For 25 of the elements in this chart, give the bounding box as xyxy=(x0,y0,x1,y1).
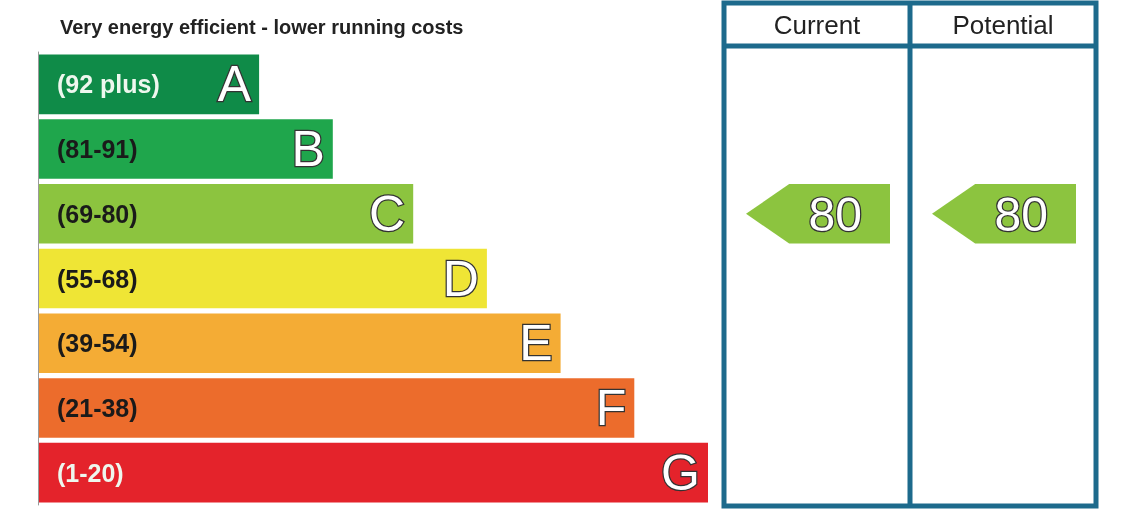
chart-title: Very energy efficient - lower running costs xyxy=(60,16,464,38)
annotation: C xyxy=(369,185,406,242)
y-tick-label: (39-54) xyxy=(57,329,138,358)
y-tick-label: (69-80) xyxy=(57,199,138,228)
y-tick-label: (1-20) xyxy=(57,458,124,487)
annotation: G xyxy=(661,444,700,501)
annotation: D xyxy=(442,250,479,307)
y-tick-label: (55-68) xyxy=(57,264,138,293)
bar xyxy=(38,248,487,309)
annotation: E xyxy=(519,315,553,372)
bar xyxy=(38,313,561,373)
bar xyxy=(38,442,708,503)
text: Potential xyxy=(952,9,1054,40)
bar xyxy=(38,184,414,244)
y-tick-label: (21-38) xyxy=(57,393,138,422)
text: 80 xyxy=(808,187,862,241)
bar xyxy=(38,119,333,179)
annotation: B xyxy=(291,121,325,178)
text: 80 xyxy=(994,187,1048,241)
y-tick-label: (81-91) xyxy=(57,135,138,164)
annotation: F xyxy=(595,379,627,436)
bar xyxy=(38,378,635,438)
y-tick-label: (92 plus) xyxy=(57,70,160,99)
text: Current xyxy=(773,9,862,40)
annotation: A xyxy=(217,56,252,113)
